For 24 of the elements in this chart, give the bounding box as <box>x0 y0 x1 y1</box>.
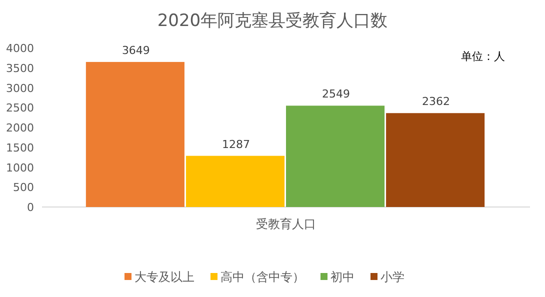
data-label: 3649 <box>122 44 150 57</box>
y-tick-label: 2000 <box>6 122 34 134</box>
y-tick-label: 500 <box>13 181 34 194</box>
legend-label: 高中（含中专） <box>220 270 304 284</box>
x-tick-label: 受教育人口 <box>256 217 316 231</box>
y-tick-label: 4000 <box>6 42 34 55</box>
y-tick-label: 1500 <box>6 141 34 154</box>
bar <box>386 113 485 207</box>
y-tick-label: 3000 <box>6 82 34 95</box>
chart-title: 2020年阿克塞县受教育人口数 <box>157 11 388 31</box>
y-tick-label: 2500 <box>6 102 34 115</box>
bar <box>86 62 184 207</box>
y-tick-label: 1000 <box>6 161 34 174</box>
bar <box>286 106 385 207</box>
y-tick-label: 3500 <box>6 62 34 75</box>
annotation: 单位：人 <box>461 50 505 63</box>
legend-label: 大专及以上 <box>134 270 194 284</box>
legend-label: 初中 <box>330 270 354 284</box>
data-label: 2549 <box>322 88 350 101</box>
bar <box>186 156 284 207</box>
data-label: 1287 <box>222 138 250 151</box>
legend-label: 小学 <box>380 270 404 284</box>
y-tick-label: 0 <box>27 201 34 214</box>
data-label: 2362 <box>422 95 450 108</box>
